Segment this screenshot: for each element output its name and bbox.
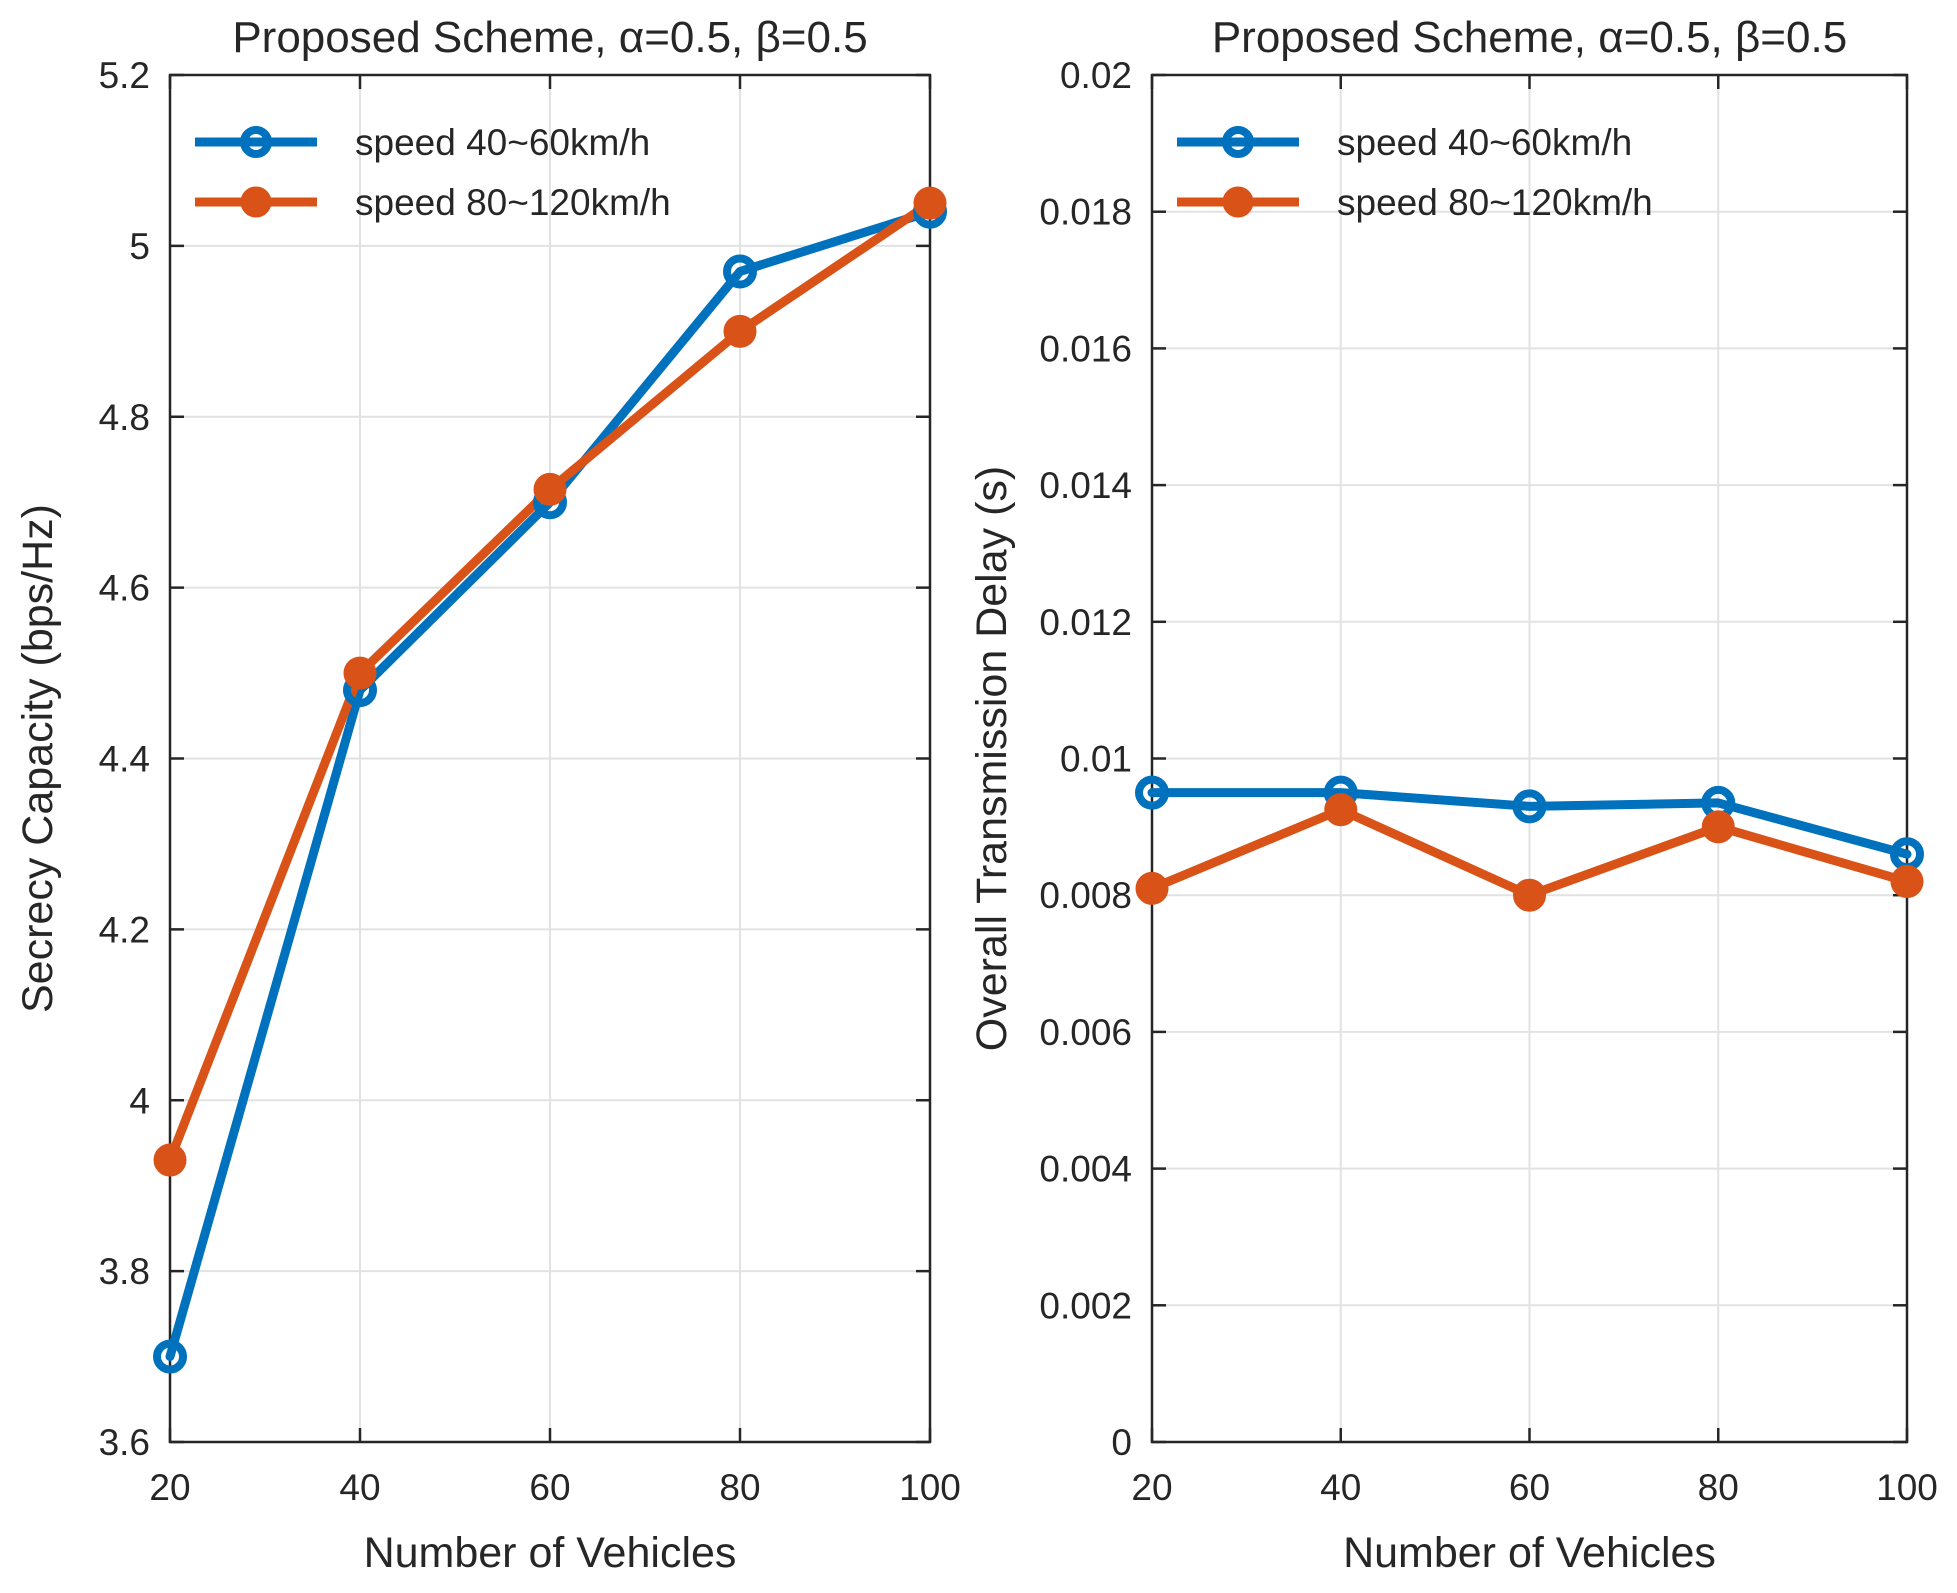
legend-item-label: speed 40~60km/h bbox=[355, 122, 650, 163]
y-tick-label: 0.008 bbox=[1039, 875, 1132, 916]
data-point-marker bbox=[1701, 810, 1735, 844]
data-point-marker bbox=[1135, 871, 1169, 905]
data-point-marker bbox=[1324, 793, 1358, 827]
legend-item-label: speed 80~120km/h bbox=[1337, 182, 1653, 223]
x-tick-label: 20 bbox=[149, 1467, 190, 1508]
x-tick-label: 40 bbox=[339, 1467, 380, 1508]
y-tick-label: 4.6 bbox=[99, 568, 150, 609]
y-tick-label: 0.016 bbox=[1039, 328, 1132, 369]
y-axis-label: Overall Transmission Delay (s) bbox=[968, 466, 1016, 1051]
y-tick-label: 0.02 bbox=[1060, 55, 1132, 96]
legend-item-label: speed 40~60km/h bbox=[1337, 122, 1632, 163]
plot-background bbox=[0, 0, 960, 1593]
x-tick-label: 100 bbox=[899, 1467, 960, 1508]
y-tick-label: 0.018 bbox=[1039, 192, 1132, 233]
data-point-marker bbox=[1512, 789, 1547, 824]
legend-item-label: speed 80~120km/h bbox=[355, 182, 671, 223]
x-tick-label: 20 bbox=[1131, 1467, 1172, 1508]
legend-marker-sample bbox=[240, 186, 272, 218]
y-tick-label: 0.004 bbox=[1039, 1149, 1132, 1190]
data-point-marker bbox=[1135, 775, 1169, 810]
y-tick-label: 4.2 bbox=[99, 909, 150, 950]
data-point-marker bbox=[153, 1339, 187, 1374]
y-tick-label: 5 bbox=[129, 226, 150, 267]
x-tick-label: 100 bbox=[1876, 1467, 1938, 1508]
data-point-marker bbox=[723, 254, 757, 289]
legend-marker-sample bbox=[1222, 186, 1254, 218]
data-point-marker bbox=[533, 472, 567, 506]
y-tick-label: 4 bbox=[129, 1080, 150, 1121]
data-point-marker bbox=[1890, 865, 1924, 899]
y-tick-label: 3.6 bbox=[99, 1422, 150, 1463]
y-tick-label: 5.2 bbox=[99, 55, 150, 96]
y-tick-label: 0.006 bbox=[1039, 1012, 1132, 1053]
data-point-marker bbox=[153, 1143, 187, 1177]
transmission-delay-chart: 20 40 60 80 100 0 0.002 0.004 0.006 0.008 0.01 0.01… bbox=[960, 0, 1957, 1593]
y-tick-label: 0.012 bbox=[1039, 602, 1132, 643]
legend-marker-sample bbox=[1222, 126, 1254, 158]
y-tick-label: 0 bbox=[1111, 1422, 1132, 1463]
y-tick-label: 3.8 bbox=[99, 1251, 150, 1292]
x-axis-label: Number of Vehicles bbox=[1343, 1529, 1716, 1577]
x-tick-label: 40 bbox=[1320, 1467, 1361, 1508]
x-tick-label: 60 bbox=[529, 1467, 570, 1508]
x-tick-label: 60 bbox=[1509, 1467, 1550, 1508]
y-tick-label: 0.002 bbox=[1039, 1285, 1132, 1326]
y-tick-label: 0.014 bbox=[1039, 465, 1132, 506]
plot-background bbox=[960, 0, 1957, 1593]
x-tick-label: 80 bbox=[1698, 1467, 1739, 1508]
y-tick-label: 4.4 bbox=[99, 739, 150, 780]
data-point-marker bbox=[343, 656, 377, 690]
y-axis-label: Secrecy Capacity (bps/Hz) bbox=[14, 504, 62, 1013]
legend-marker-sample bbox=[240, 126, 272, 158]
chart-title: Proposed Scheme, α=0.5, β=0.5 bbox=[1212, 13, 1847, 62]
x-axis-label: Number of Vehicles bbox=[364, 1529, 737, 1577]
y-tick-label: 4.8 bbox=[99, 397, 150, 438]
series-line-0 bbox=[1147, 788, 1912, 859]
secrecy-capacity-chart: 20 40 60 80 100 3.6 3.8 4 4.2 4.4 4.6 4.8 5 5.2 Propos… bbox=[0, 0, 960, 1593]
y-tick-label: 0.01 bbox=[1060, 739, 1132, 780]
chart-title: Proposed Scheme, α=0.5, β=0.5 bbox=[232, 13, 867, 62]
data-point-marker bbox=[723, 314, 757, 348]
data-point-marker bbox=[1513, 878, 1546, 912]
x-tick-label: 80 bbox=[719, 1467, 760, 1508]
data-point-marker bbox=[913, 186, 947, 220]
